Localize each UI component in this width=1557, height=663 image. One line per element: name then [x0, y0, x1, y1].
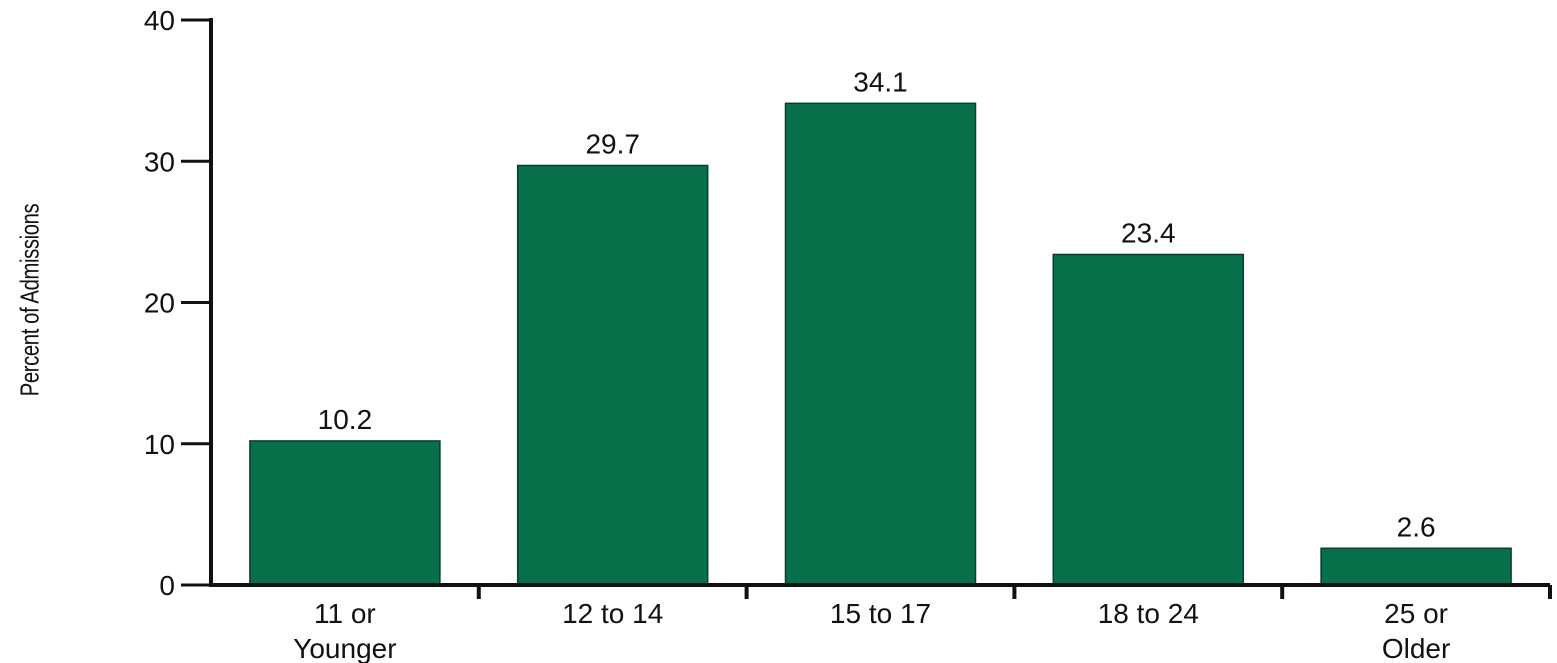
- y-tick-label: 30: [144, 146, 175, 177]
- x-tick-label: 12 to 14: [562, 598, 663, 629]
- bar: [516, 164, 709, 586]
- labels-layer: 0 10 20 30 40 10.2 11 or Younger 29.7 12 to 14 34.…: [144, 5, 1450, 663]
- y-tick-label: 10: [144, 429, 175, 460]
- axes-layer: [181, 18, 1552, 599]
- y-tick-label: 0: [159, 570, 175, 601]
- bar-value-label: 2.6: [1397, 511, 1436, 542]
- bar-value-label: 34.1: [853, 66, 908, 97]
- bars-layer: [249, 102, 1512, 586]
- x-tick-label: 25 or: [1384, 598, 1448, 629]
- bar: [784, 102, 977, 586]
- x-tick-label: Older: [1382, 633, 1450, 663]
- bar: [249, 440, 441, 586]
- bar-value-label: 10.2: [318, 404, 373, 435]
- x-tick-label: 11 or: [314, 598, 376, 629]
- bar-value-label: 29.7: [585, 128, 640, 159]
- bar-value-label: 23.4: [1121, 217, 1176, 248]
- y-tick-label: 40: [144, 5, 175, 36]
- bar: [1052, 253, 1245, 586]
- x-tick-label: Younger: [293, 633, 396, 663]
- bar: [1320, 547, 1512, 586]
- x-tick-label: 15 to 17: [830, 598, 931, 629]
- y-tick-label: 20: [144, 288, 175, 319]
- x-tick-label: 18 to 24: [1098, 598, 1199, 629]
